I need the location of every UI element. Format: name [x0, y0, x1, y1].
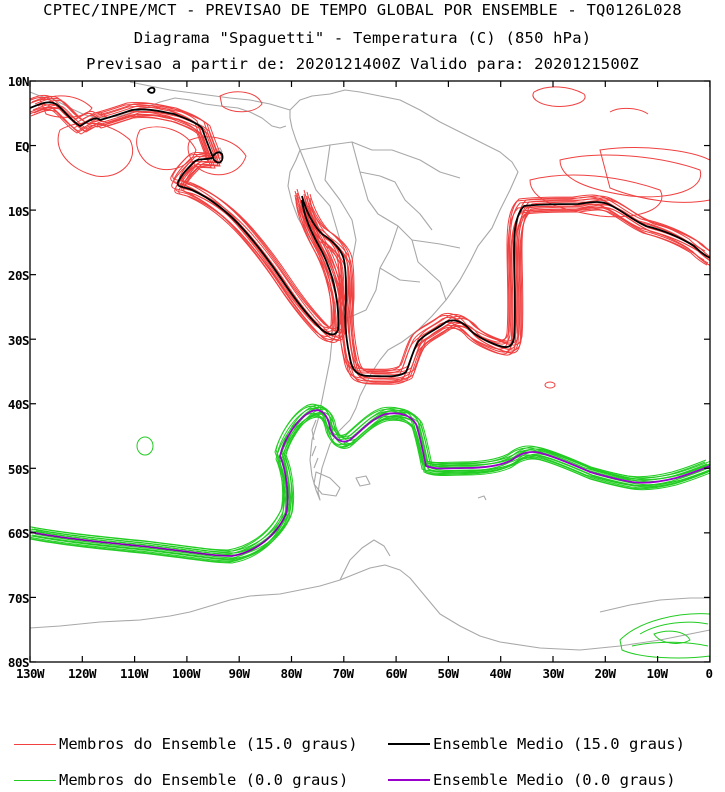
warm-mean-loop: [147, 86, 156, 94]
chart-title-line3: Previsao a partir de: 2020121400Z Valido…: [86, 55, 639, 73]
red-blob-north-2: [609, 107, 649, 115]
warm-member-line: [32, 103, 342, 337]
warm-member-line: [307, 201, 710, 383]
warm-member-loop: [187, 136, 247, 176]
cold-mean-line: [30, 409, 710, 557]
warm-member-line: [30, 94, 334, 328]
y-tick-eq: EQ: [14, 139, 30, 154]
warm-member-loop: [219, 91, 263, 113]
legend-swatch-warm-members: [14, 743, 56, 745]
coastlines: [30, 81, 710, 651]
warm-member-loop: [599, 147, 710, 203]
galapagos: [214, 147, 223, 153]
warm-member-line: [35, 107, 345, 341]
x-tick-60w: 60W: [385, 666, 407, 681]
red-blob: [544, 381, 556, 389]
warm-member-line: [296, 188, 706, 370]
x-tick-130w: 130W: [15, 666, 45, 681]
y-tick-20s: 20S: [7, 268, 30, 283]
y-tick-80s: 80S: [7, 655, 30, 670]
warm-member-loop: [136, 126, 197, 171]
legend-swatch-cold-members: [14, 779, 56, 781]
x-tick-110w: 110W: [119, 666, 149, 681]
x-tick-0: 0: [705, 666, 713, 681]
warm-member-line: [30, 106, 337, 340]
x-tick-90w: 90W: [228, 666, 250, 681]
warm-member-line: [303, 189, 710, 371]
warm-member-line: [30, 103, 333, 337]
cold-member-line: [31, 412, 710, 560]
legend-cold-members: Membros do Ensemble (0.0 graus): [14, 771, 348, 789]
caribbean-coast: [129, 81, 291, 111]
y-tick-10n: 10N: [7, 74, 30, 89]
y-tick-50s: 50S: [7, 462, 30, 477]
x-tick-10w: 10W: [646, 666, 668, 681]
legend-swatch-cold-mean: [388, 779, 430, 781]
warm-member-line: [36, 104, 346, 338]
green-blob: [136, 436, 154, 456]
warm-member-line: [294, 190, 704, 372]
x-tick-30w: 30W: [542, 666, 564, 681]
x-tick-100w: 100W: [171, 666, 201, 681]
x-tick-20w: 20W: [594, 666, 616, 681]
legend-label-warm-members: Membros do Ensemble (15.0 graus): [59, 735, 358, 753]
isolated-blobs: [136, 86, 710, 659]
warm-member-line: [31, 95, 341, 329]
x-tick-120w: 120W: [67, 666, 97, 681]
cold-member-line: [32, 413, 710, 561]
x-tick-50w: 50W: [437, 666, 459, 681]
chile-islands: [311, 419, 319, 469]
axis-ticks: [29, 80, 711, 663]
y-tick-60s: 60S: [7, 526, 30, 541]
warm-member-loop: [559, 154, 702, 198]
cold-members: [30, 403, 710, 564]
warm-member-line: [309, 193, 710, 375]
chart-title-line1: CPTEC/INPE/MCT - PREVISAO DE TEMPO GLOBA…: [43, 1, 682, 19]
legend-label-warm-mean: Ensemble Medio (15.0 graus): [433, 735, 685, 753]
warm-member-line: [302, 203, 710, 385]
warm-member-line: [30, 109, 340, 343]
cold-member-line: [30, 412, 707, 560]
legend-cold-mean: Ensemble Medio (0.0 graus): [388, 771, 676, 789]
cold-member-line: [30, 416, 710, 564]
x-tick-70w: 70W: [332, 666, 354, 681]
legend-label-cold-members: Membros do Ensemble (0.0 graus): [59, 771, 349, 789]
warm-member-line: [30, 108, 336, 342]
warm-member-line: [37, 99, 347, 333]
warm-mean-pacific: [30, 101, 340, 336]
falklands: [355, 475, 371, 487]
chart-title-line2: Diagrama "Spaguetti" - Temperatura (C) (…: [133, 29, 592, 47]
south-georgia: [477, 495, 487, 501]
legend-swatch-warm-mean: [388, 743, 430, 745]
warm-member-line: [33, 106, 343, 340]
y-tick-30s: 30S: [7, 333, 30, 348]
green-antarctic-blob: [619, 613, 710, 659]
south-america-coast: [287, 89, 519, 501]
cold-member-line: [31, 406, 710, 554]
warm-member-loop: [39, 95, 93, 118]
warm-mean: [30, 86, 710, 378]
x-tick-40w: 40W: [489, 666, 511, 681]
tierra-del-fuego: [313, 471, 341, 497]
cold-mean-overlay: [30, 513, 287, 557]
y-tick-10s: 10S: [7, 204, 30, 219]
antarctica-coast: [30, 564, 710, 651]
y-tick-70s: 70S: [7, 591, 30, 606]
y-tick-40s: 40S: [7, 397, 30, 412]
cold-mean: [30, 409, 710, 557]
cold-member-line: [30, 405, 706, 553]
country-borders: [299, 141, 461, 319]
legend-warm-members: Membros do Ensemble (15.0 graus): [14, 735, 358, 753]
legend-warm-mean: Ensemble Medio (15.0 graus): [388, 735, 685, 753]
legend-label-cold-mean: Ensemble Medio (0.0 graus): [433, 771, 676, 789]
antarctic-peninsula: [339, 539, 391, 581]
x-tick-80w: 80W: [280, 666, 302, 681]
warm-member-loop: [57, 122, 134, 177]
warm-members: [30, 91, 710, 385]
map-frame: [29, 80, 711, 663]
red-blob-north: [532, 86, 586, 107]
weddell-coast: [599, 597, 710, 613]
warm-mean-sa: [301, 195, 710, 378]
